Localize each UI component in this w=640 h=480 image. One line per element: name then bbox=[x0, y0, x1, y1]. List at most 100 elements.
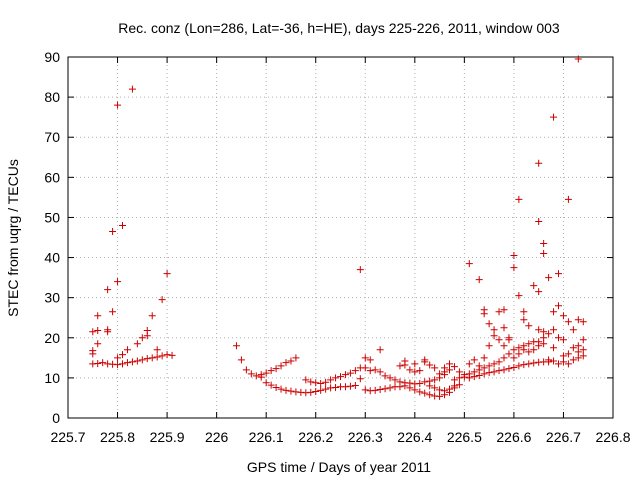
data-point bbox=[475, 362, 483, 370]
data-point bbox=[148, 354, 156, 362]
data-point bbox=[361, 354, 369, 362]
data-point bbox=[540, 250, 548, 258]
data-point bbox=[535, 342, 543, 350]
data-point bbox=[515, 195, 523, 203]
data-point bbox=[436, 392, 444, 400]
data-point bbox=[436, 386, 444, 394]
data-point bbox=[272, 365, 280, 373]
data-point bbox=[426, 391, 434, 399]
data-point bbox=[510, 264, 518, 272]
data-point bbox=[391, 376, 399, 384]
data-point bbox=[406, 366, 414, 374]
data-point bbox=[559, 312, 567, 320]
data-point bbox=[123, 346, 131, 354]
data-point bbox=[540, 340, 548, 348]
data-point bbox=[510, 252, 518, 260]
data-point bbox=[559, 336, 567, 344]
data-point bbox=[480, 364, 488, 372]
data-point bbox=[426, 361, 434, 369]
data-point bbox=[356, 266, 364, 274]
data-point bbox=[446, 366, 453, 374]
data-point bbox=[272, 384, 280, 392]
data-point bbox=[540, 328, 548, 336]
data-point bbox=[416, 388, 424, 396]
data-point bbox=[500, 324, 508, 332]
data-point bbox=[396, 362, 404, 370]
data-point bbox=[153, 346, 161, 354]
plot-frame bbox=[67, 56, 614, 419]
data-point bbox=[515, 344, 523, 352]
data-point bbox=[168, 351, 176, 359]
data-point bbox=[411, 386, 419, 394]
data-point bbox=[495, 308, 503, 316]
data-point bbox=[555, 334, 562, 342]
data-point bbox=[470, 368, 478, 376]
x-tick-label: 225.9 bbox=[150, 429, 185, 445]
data-point bbox=[381, 372, 389, 380]
data-point bbox=[411, 368, 419, 376]
data-point bbox=[485, 362, 493, 370]
data-point bbox=[411, 360, 419, 368]
data-point bbox=[500, 306, 508, 314]
data-point bbox=[401, 382, 409, 390]
data-point bbox=[337, 373, 344, 381]
data-point bbox=[465, 370, 473, 378]
x-tick-label: 226.4 bbox=[397, 429, 432, 445]
data-point bbox=[579, 336, 587, 344]
data-point bbox=[569, 326, 577, 334]
data-point bbox=[520, 346, 528, 354]
data-point bbox=[366, 356, 374, 364]
data-point bbox=[535, 217, 543, 225]
data-point bbox=[550, 308, 558, 316]
data-point bbox=[455, 368, 463, 376]
data-point bbox=[515, 350, 523, 358]
data-point bbox=[569, 344, 577, 352]
data-point bbox=[530, 359, 538, 367]
data-point bbox=[500, 366, 508, 374]
data-point bbox=[242, 366, 250, 374]
data-point bbox=[138, 356, 146, 364]
y-tick-label: 70 bbox=[44, 129, 60, 145]
data-point bbox=[500, 342, 508, 350]
data-point bbox=[421, 389, 429, 397]
data-point bbox=[89, 328, 97, 336]
data-point bbox=[520, 361, 528, 369]
data-point bbox=[579, 352, 587, 360]
data-point bbox=[267, 367, 275, 375]
data-point bbox=[89, 347, 97, 355]
data-point bbox=[490, 326, 498, 334]
data-point bbox=[153, 353, 161, 361]
data-point bbox=[158, 352, 166, 360]
data-point bbox=[416, 380, 424, 388]
data-point bbox=[515, 292, 523, 300]
data-point bbox=[446, 385, 453, 393]
data-point bbox=[450, 363, 458, 371]
data-point bbox=[545, 356, 553, 364]
data-point bbox=[158, 296, 166, 304]
data-point bbox=[376, 368, 384, 376]
data-point bbox=[555, 360, 562, 368]
data-point bbox=[307, 388, 315, 396]
data-point bbox=[460, 371, 468, 379]
data-point bbox=[346, 382, 354, 390]
data-point bbox=[431, 364, 439, 372]
data-point bbox=[94, 359, 102, 367]
data-point bbox=[114, 354, 122, 362]
data-point bbox=[416, 367, 424, 375]
data-point bbox=[525, 340, 533, 348]
data-point bbox=[257, 373, 265, 381]
data-point bbox=[550, 326, 558, 334]
data-point bbox=[520, 308, 528, 316]
data-point bbox=[104, 286, 112, 294]
data-point bbox=[564, 350, 572, 358]
data-point bbox=[480, 354, 488, 362]
data-point bbox=[292, 354, 300, 362]
data-point bbox=[574, 348, 582, 356]
data-point bbox=[307, 378, 315, 386]
data-point bbox=[490, 360, 498, 368]
data-point bbox=[559, 352, 567, 360]
data-point bbox=[361, 364, 369, 372]
data-point bbox=[317, 386, 325, 394]
data-point bbox=[406, 384, 414, 392]
data-point bbox=[579, 346, 587, 354]
